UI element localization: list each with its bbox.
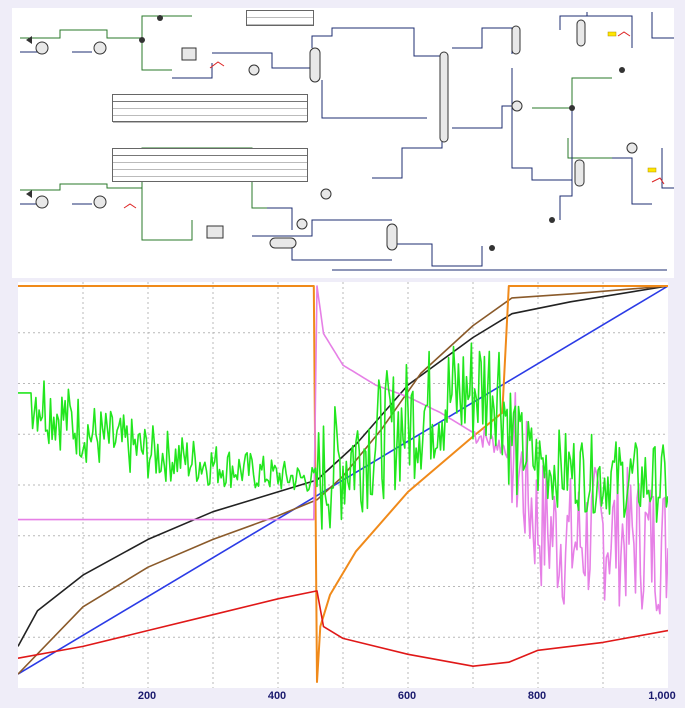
series-layer: [18, 285, 668, 683]
process-flowsheet: [12, 8, 674, 278]
series-line: [18, 285, 668, 615]
x-tick-label: 1,000: [648, 690, 676, 702]
series-line: [18, 590, 668, 668]
flowsheet-diagram: [20, 12, 674, 271]
x-tick-label: 400: [267, 690, 287, 702]
x-tick-label: 200: [137, 690, 157, 702]
results-table-bottom: [112, 148, 308, 182]
trend-chart-plot: [18, 282, 668, 688]
series-line: [18, 285, 668, 683]
x-tick-label: 800: [527, 690, 547, 702]
x-tick-label: 600: [397, 690, 417, 702]
x-axis: 200 400 600 800 1,000: [18, 690, 676, 708]
series-line: [18, 342, 668, 530]
trend-chart: [18, 282, 668, 688]
stream-spec-table: [246, 10, 314, 26]
results-table-top: [112, 94, 308, 123]
